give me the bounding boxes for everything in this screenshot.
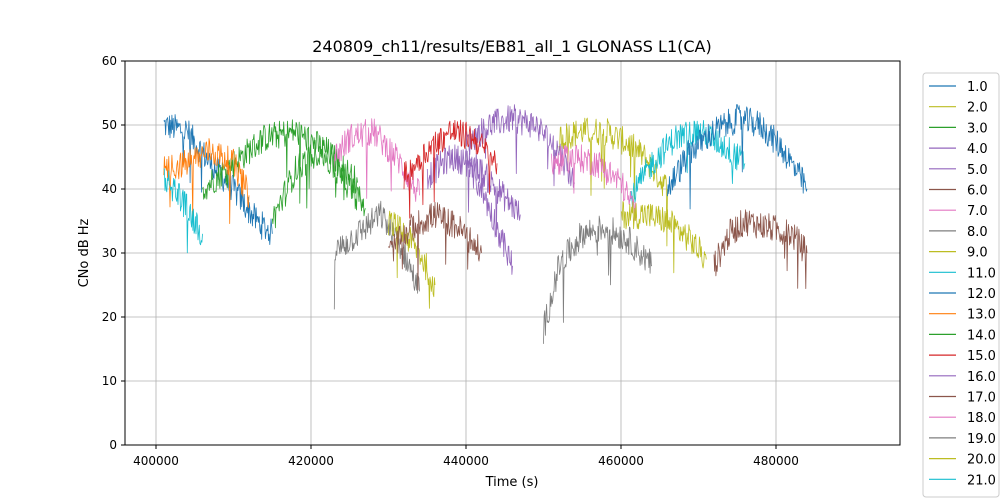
series-line-6-0 [713, 209, 808, 289]
series-line-21-0 [163, 168, 203, 254]
x-tick-label: 460000 [598, 454, 644, 468]
legend-label: 19.0 [967, 432, 996, 447]
legend-label: 2.0 [967, 101, 988, 116]
chart-title: 240809_ch11/results/EB81_all_1 GLONASS L… [312, 37, 712, 57]
x-tick-label: 420000 [288, 454, 334, 468]
legend-box [922, 72, 1000, 498]
y-tick-label: 40 [102, 182, 117, 196]
legend-label: 14.0 [967, 328, 996, 343]
series-line-5-0 [426, 144, 521, 238]
legend-label: 7.0 [967, 204, 988, 219]
series-line-14-0 [271, 139, 366, 229]
x-axis: 400000 420000 440000 460000 480000 [133, 445, 799, 468]
legend-label: 11.0 [967, 266, 996, 281]
y-tick-label: 10 [102, 374, 117, 388]
series-line-15-0 [403, 119, 498, 219]
legend-label: 17.0 [967, 391, 996, 406]
legend-label: 13.0 [967, 308, 996, 323]
legend-label: 4.0 [967, 142, 988, 157]
y-axis: 0 10 20 30 40 50 60 [102, 54, 125, 452]
y-axis-label: CNo dB Hz [77, 218, 92, 287]
legend-label: 15.0 [967, 349, 996, 364]
series-line-19-0 [543, 215, 653, 344]
legend-label: 3.0 [967, 121, 988, 136]
legend-label: 6.0 [967, 184, 988, 199]
legend-label: 16.0 [967, 370, 996, 385]
legend-label: 18.0 [967, 411, 996, 426]
series-line-13-0 [163, 138, 250, 224]
x-tick-label: 480000 [753, 454, 799, 468]
y-tick-label: 0 [109, 438, 117, 452]
legend-label: 5.0 [967, 163, 988, 178]
series-line-8-0 [333, 200, 420, 310]
legend-label: 9.0 [967, 246, 988, 261]
y-tick-label: 50 [102, 118, 117, 132]
legend-label: 1.0 [967, 80, 988, 95]
x-tick-label: 440000 [443, 454, 489, 468]
series-line-4-0 [465, 104, 575, 188]
legend-label: 21.0 [967, 473, 996, 488]
x-tick-label: 400000 [133, 454, 179, 468]
series-line-17-0 [388, 201, 482, 291]
legend-label: 12.0 [967, 287, 996, 302]
series-line-9-0 [388, 210, 436, 309]
legend-label: 8.0 [967, 225, 988, 240]
series-line-2-0 [558, 117, 668, 247]
y-tick-label: 60 [102, 54, 117, 68]
legend-label: 20.0 [967, 453, 996, 468]
series-line-12-0 [667, 104, 808, 210]
y-tick-label: 30 [102, 246, 117, 260]
y-tick-label: 20 [102, 310, 117, 324]
series-line-16-0 [465, 150, 513, 275]
x-axis-label: Time (s) [485, 475, 539, 490]
legend: 1.0 2.0 3.0 4.0 5.0 6.0 7.0 8.0 9.0 11.0 12.0 13.0 1… [922, 72, 1000, 498]
series-layer [163, 104, 808, 344]
series-line-18-0 [550, 144, 637, 221]
series-line-20-0 [620, 201, 707, 274]
